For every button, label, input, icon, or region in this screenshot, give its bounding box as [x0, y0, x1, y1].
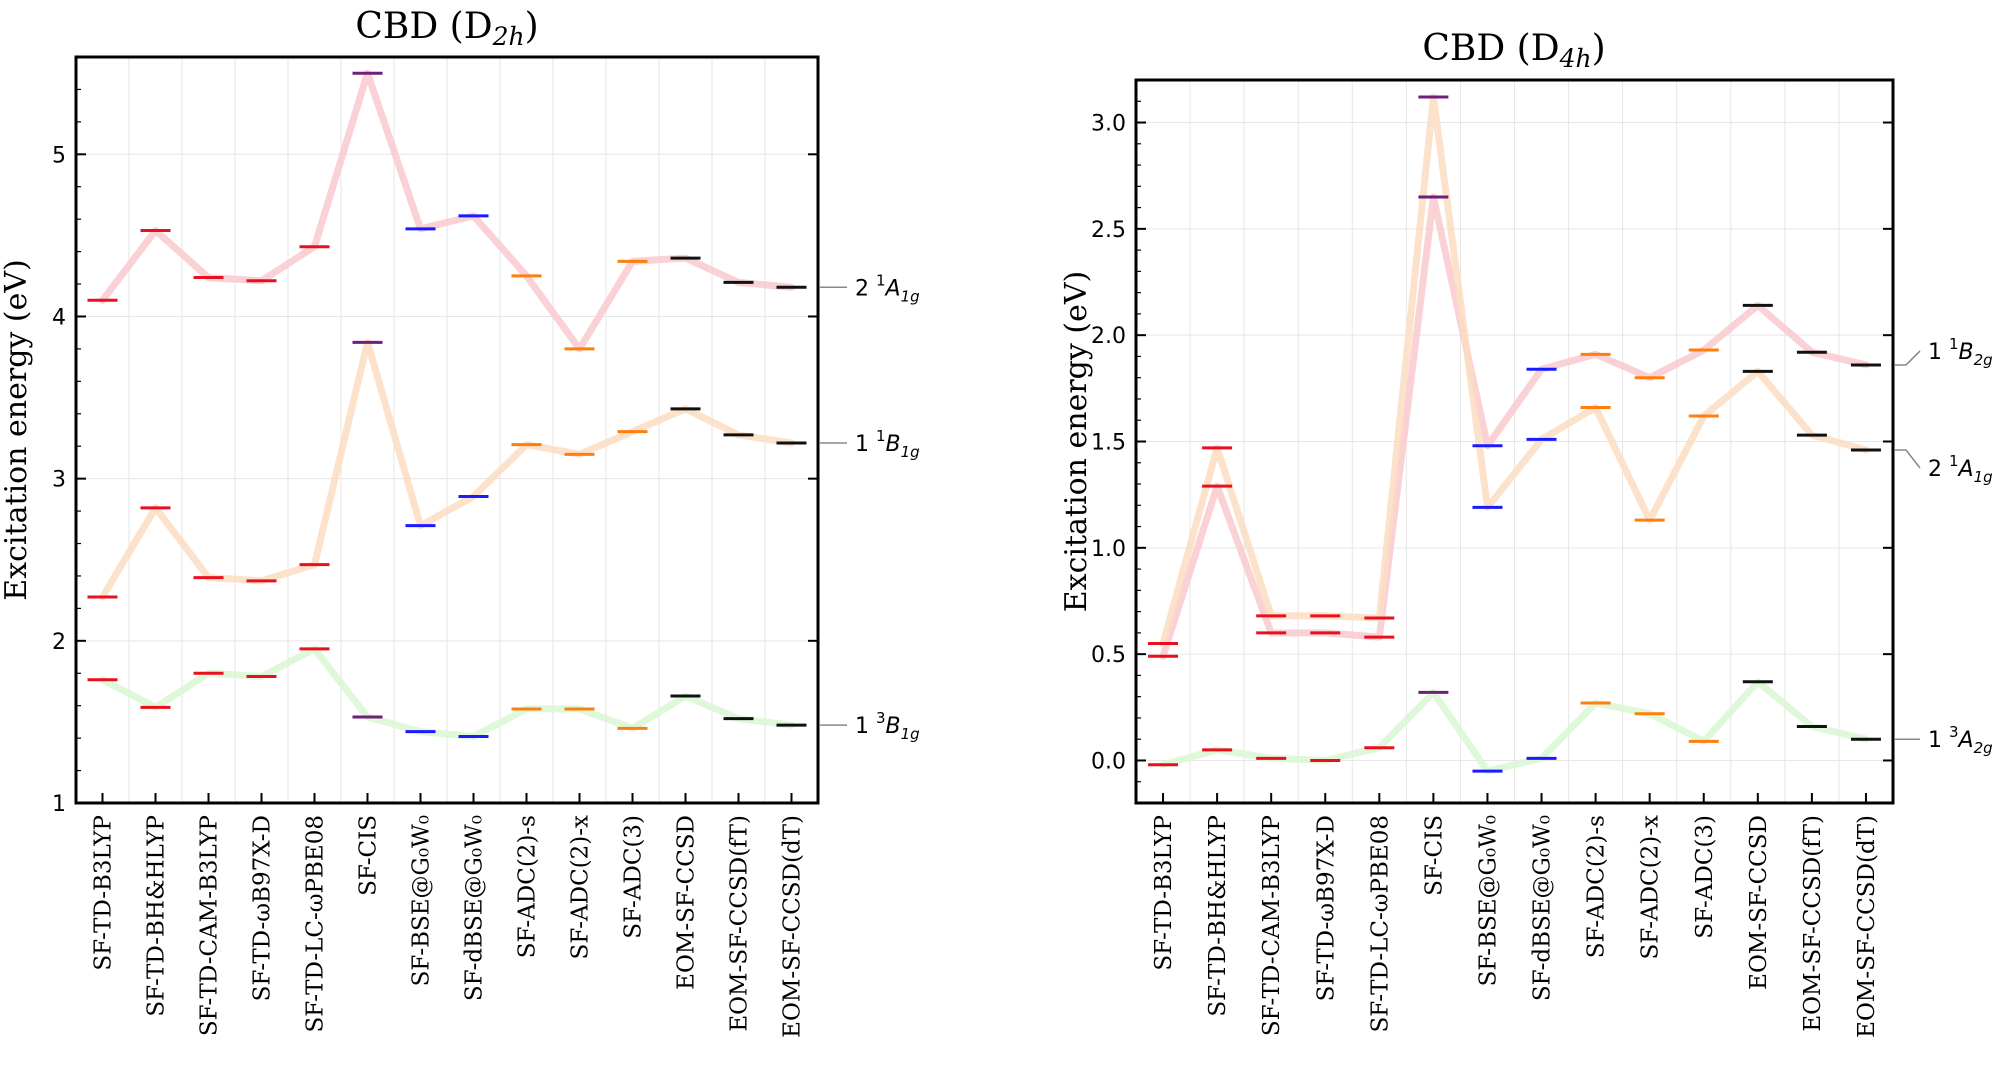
state-label: 2 1A1g	[855, 271, 920, 305]
x-tick-label: SF-CIS	[1421, 815, 1447, 896]
x-tick-label: EOM-SF-CCSD(dT)	[1854, 815, 1880, 1038]
state-label: 2 1A1g	[1928, 452, 1993, 486]
y-tick-label: 1.5	[1091, 431, 1126, 456]
y-tick-label: 4	[52, 305, 66, 330]
x-tick-label: SF-CIS	[356, 815, 382, 896]
x-tick-label: SF-ADC(3)	[1692, 815, 1718, 939]
state-label: 1 1B1g	[855, 427, 920, 461]
chart-title: CBD (D2h)	[355, 6, 538, 51]
x-tick-label: SF-BSE@G₀W₀	[409, 815, 435, 986]
y-tick-label: 0.5	[1091, 643, 1126, 668]
chart-panel-1: 0.0 0.5 1.0 1.5 2.0 2.5 3.0 SF-TD-B3LYP SF-TD-BH…	[1059, 28, 1993, 1038]
x-tick-label: SF-ADC(2)-s	[515, 815, 541, 958]
x-tick-label: EOM-SF-CCSD(dT)	[780, 815, 806, 1038]
y-tick-label: 3	[52, 468, 66, 493]
y-axis-label: Excitation energy (eV)	[0, 259, 34, 600]
y-tick-label: 2	[52, 630, 66, 655]
x-tick-label: SF-dBSE@G₀W₀	[462, 815, 488, 1001]
plot-frame	[74, 55, 820, 805]
x-tick-label: EOM-SF-CCSD	[674, 815, 700, 990]
y-tick-label: 2.0	[1091, 324, 1126, 349]
x-tick-label: SF-ADC(2)-x	[568, 815, 594, 959]
y-axis-label: Excitation energy (eV)	[1059, 271, 1094, 612]
x-tick-label: SF-TD-BH&HLYP	[144, 815, 170, 1017]
x-tick-label: SF-TD-B3LYP	[91, 815, 117, 971]
x-tick-label: SF-ADC(3)	[621, 815, 647, 939]
x-tick-label: SF-TD-LC-ωPBE08	[303, 815, 329, 1032]
x-tick-label: EOM-SF-CCSD	[1746, 815, 1772, 990]
state-label: 1 3A2g	[1928, 723, 1993, 757]
x-tick-label: SF-TD-BH&HLYP	[1205, 815, 1231, 1017]
x-tick-label: SF-TD-B3LYP	[1151, 815, 1177, 971]
x-tick-label: EOM-SF-CCSD(fT)	[727, 815, 753, 1032]
x-tick-label: SF-dBSE@G₀W₀	[1530, 815, 1556, 1001]
x-tick-label: SF-TD-LC-ωPBE08	[1367, 815, 1393, 1032]
x-tick-label: SF-BSE@G₀W₀	[1475, 815, 1501, 986]
state-label: 1 3B1g	[855, 709, 920, 743]
state-label: 1 1B2g	[1928, 335, 1993, 369]
y-tick-label: 5	[52, 143, 66, 168]
y-tick-label: 0.0	[1091, 749, 1126, 774]
y-tick-label: 1.0	[1091, 537, 1126, 562]
chart-panel-0: 1 2 3 4 5 SF-TD-B3LYP SF-TD-BH&HLYP SF-TD-CAM-B…	[0, 6, 920, 1038]
state-leader-line	[1895, 449, 1921, 469]
y-tick-label: 1	[52, 792, 66, 817]
x-tick-label: EOM-SF-CCSD(fT)	[1800, 815, 1826, 1032]
state-leader-line	[1895, 350, 1921, 366]
x-tick-label: SF-TD-CAM-B3LYP	[197, 815, 223, 1036]
y-tick-label: 2.5	[1091, 218, 1126, 243]
x-tick-label: SF-TD-CAM-B3LYP	[1259, 815, 1285, 1036]
y-tick-label: 3.0	[1091, 112, 1126, 137]
x-tick-label: SF-ADC(2)-x	[1638, 815, 1664, 959]
x-tick-label: SF-TD-ωB97X-D	[250, 815, 276, 1001]
x-tick-label: SF-ADC(2)-s	[1584, 815, 1610, 958]
chart-title: CBD (D4h)	[1422, 28, 1605, 73]
x-tick-label: SF-TD-ωB97X-D	[1313, 815, 1339, 1001]
